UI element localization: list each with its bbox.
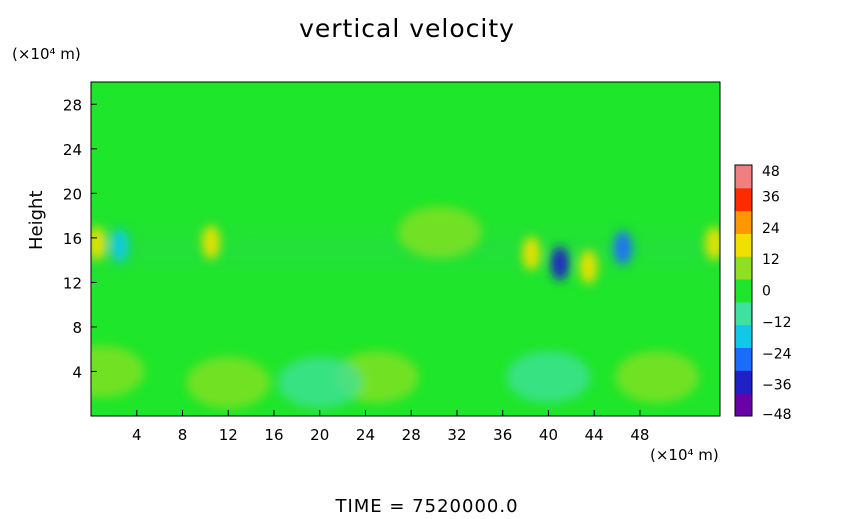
heatmap-feature-1	[613, 230, 632, 265]
time-label: TIME = 7520000.0	[335, 496, 519, 517]
colorbar-segment	[735, 301, 752, 326]
colorbar-tick-label: 0	[762, 284, 771, 300]
colorbar-segment	[735, 393, 752, 417]
colorbar-segment	[735, 347, 752, 371]
plot-frame	[90, 81, 721, 417]
colorbar-tick-label: −12	[762, 315, 792, 331]
heatmap-feature-8	[397, 206, 482, 259]
heatmap-feature-11	[506, 351, 591, 404]
colorbar-segment	[735, 279, 752, 303]
colorbar-tick-label: 48	[762, 164, 780, 180]
heatmap-feature-4	[522, 236, 541, 271]
x-tick-label: 44	[585, 426, 604, 444]
colorbar-segment	[735, 324, 752, 349]
chart-title: vertical velocity	[299, 14, 515, 43]
heatmap-feature-3	[579, 249, 598, 284]
heatmap-feature-0	[550, 246, 569, 281]
colorbar-segment	[735, 233, 752, 257]
y-tick-label: 28	[63, 96, 82, 114]
x-tick-label: 32	[447, 426, 466, 444]
heatmap-feature-5	[705, 226, 720, 261]
colorbar-segment	[735, 165, 752, 189]
x-tick-label: 48	[630, 426, 649, 444]
y-tick-label: 24	[63, 141, 82, 159]
x-tick-label: 8	[178, 426, 188, 444]
x-tick-label: 36	[493, 426, 512, 444]
x-tick-label: 16	[264, 426, 283, 444]
x-tick-label: 12	[219, 426, 238, 444]
colorbar-segment	[735, 187, 752, 212]
heatmap-feature-12	[615, 351, 700, 404]
heatmap-feature-13	[186, 356, 271, 409]
heatmap-feature-6	[91, 226, 106, 261]
heatmap-feature-2	[110, 228, 129, 263]
x-tick-label: 24	[356, 426, 375, 444]
heatmap-feature-14	[91, 345, 145, 398]
colorbar-tick-label: −36	[762, 378, 792, 394]
y-tick-label: 8	[72, 319, 82, 337]
x-tick-label: 28	[402, 426, 421, 444]
colorbar-segment	[735, 210, 752, 234]
colorbar-frame	[734, 164, 753, 417]
colorbar-tick-label: 12	[762, 252, 780, 268]
colorbar-tick-label: −48	[762, 407, 792, 423]
colorbar-tick-label: 36	[762, 189, 780, 205]
y-tick-label: 16	[63, 230, 82, 248]
colorbar-tick-label: 24	[762, 221, 780, 237]
x-tick-label: 20	[310, 426, 329, 444]
y-tick-label: 12	[63, 274, 82, 292]
heatmap-feature-10	[277, 356, 362, 409]
x-tick-label: 4	[132, 426, 142, 444]
colorbar-tick-label: −24	[762, 346, 792, 362]
colorbar-segment	[735, 370, 752, 394]
y-axis-unit: (×10⁴ m)	[12, 45, 81, 63]
colorbar-segment	[735, 256, 752, 280]
y-tick-label: 20	[63, 185, 82, 203]
y-tick-label: 4	[72, 363, 82, 381]
heatmap-feature-7	[202, 225, 221, 260]
x-axis-unit: (×10⁴ m)	[650, 446, 719, 464]
x-tick-label: 40	[539, 426, 558, 444]
